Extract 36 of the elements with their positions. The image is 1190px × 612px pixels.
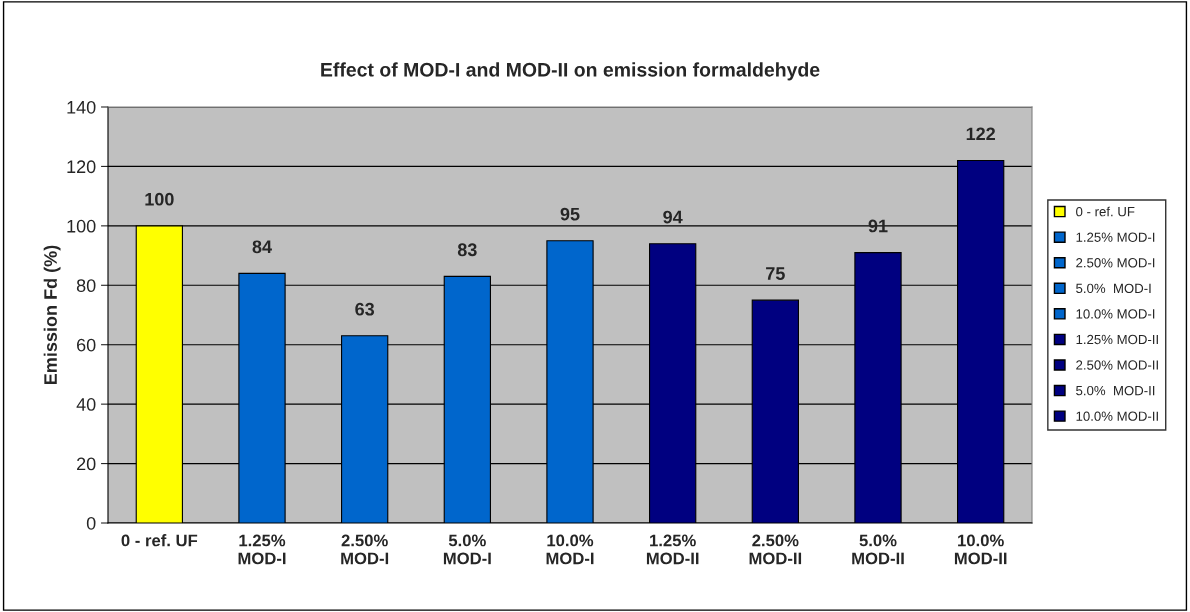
y-tick-label: 140 xyxy=(67,100,96,114)
legend-label: 10.0% MOD-I xyxy=(1076,309,1155,319)
data-label: 122 xyxy=(966,127,996,141)
x-tick-label: 2.50% MOD-II xyxy=(749,534,802,565)
y-tick-label: 80 xyxy=(76,279,96,293)
legend-label: 1.25% MOD-II xyxy=(1076,334,1158,345)
y-tick-label: 40 xyxy=(76,398,96,411)
legend-label: 0 - ref. UF xyxy=(1076,206,1135,217)
data-label: 83 xyxy=(457,243,477,257)
x-tick-label: 5.0% MOD-I xyxy=(443,534,491,565)
data-label: 94 xyxy=(663,210,683,224)
x-tick-label: 2.50% MOD-I xyxy=(341,534,389,565)
legend-label: 1.25% MOD-I xyxy=(1076,232,1155,242)
y-tick-label: 60 xyxy=(77,338,96,352)
legend-label: 10.0% MOD-II xyxy=(1076,411,1158,421)
x-tick-label: 0 - ref. UF xyxy=(121,534,198,547)
legend-label: 5.0% MOD-II xyxy=(1076,385,1155,396)
x-tick-label: 10.0% MOD-II xyxy=(954,534,1007,565)
data-label: 75 xyxy=(766,267,785,280)
y-tick-label: 0 xyxy=(86,516,96,530)
legend-label: 2.50% MOD-II xyxy=(1076,360,1158,370)
y-tick-label: 20 xyxy=(77,457,96,471)
x-tick-label: 1.25% MOD-I xyxy=(238,534,286,565)
y-tick-label: 100 xyxy=(67,219,96,233)
data-label: 100 xyxy=(145,192,174,206)
x-tick-label: 1.25% MOD-II xyxy=(646,534,699,565)
legend-label: 5.0% MOD-I xyxy=(1076,283,1151,294)
x-tick-label: 5.0% MOD-II xyxy=(852,534,904,565)
y-tick-label: 120 xyxy=(67,160,96,174)
y-axis-title: Emission Fd (%) xyxy=(43,245,61,385)
data-label: 63 xyxy=(355,302,375,316)
chart-title: Effect of MOD-I and MOD-II on emission formaldehyde xyxy=(321,62,820,81)
data-label: 84 xyxy=(252,240,272,254)
data-label: 95 xyxy=(560,207,580,221)
x-tick-label: 10.0% MOD-I xyxy=(546,534,594,565)
legend-label: 2.50% MOD-I xyxy=(1076,258,1155,268)
